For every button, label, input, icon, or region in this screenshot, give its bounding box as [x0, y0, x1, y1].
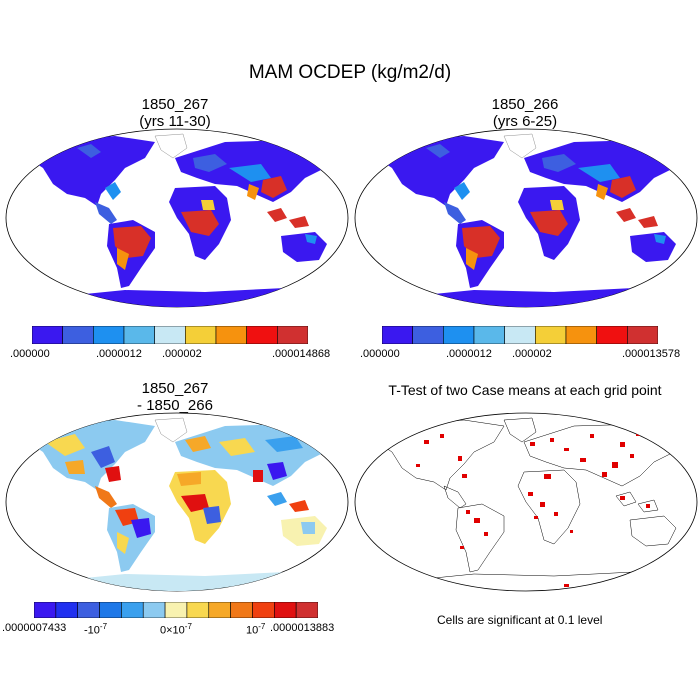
panel2-title-line1: 1850_266 [491, 96, 559, 113]
cb3-label-min: .0000007433 [2, 622, 67, 634]
colorbar-2-swatch-3 [473, 326, 505, 344]
cb1-label-1: .0000012 [96, 348, 142, 360]
panel3-title-line2: - 1850_266 [137, 397, 213, 414]
map3-svg [5, 412, 349, 592]
colorbar-2-swatch-0 [382, 326, 413, 344]
cb2-label-0: .000000 [360, 348, 400, 360]
map1-svg [5, 128, 349, 308]
map3-land [25, 417, 335, 591]
colorbar-1-swatch-0 [32, 326, 63, 344]
significance-note: Cells are significant at 0.1 level [437, 613, 603, 627]
colorbar-1-swatch-3 [123, 326, 155, 344]
cb3-label-neg: -10-7 [84, 622, 107, 637]
cb3-label-neg-base: -10 [84, 624, 100, 637]
colorbar-1-swatch-6 [215, 326, 247, 344]
colorbar-2-swatch-4 [504, 326, 536, 344]
colorbar-1-swatch-5 [185, 326, 217, 344]
colorbar-3-swatch-4 [121, 602, 144, 618]
cb1-label-0: .000000 [10, 348, 50, 360]
colorbar-1-swatch-1 [62, 326, 94, 344]
cb2-label-1: .0000012 [446, 348, 492, 360]
colorbar-2-svg [382, 326, 658, 344]
panel1-title-line2: (yrs 11-30) [139, 113, 211, 130]
colorbar-2-swatch-6 [565, 326, 597, 344]
colorbar-2-swatch-1 [412, 326, 444, 344]
colorbar-2 [382, 326, 658, 344]
colorbar-1 [32, 326, 308, 344]
panel3-title-line1: 1850_267 [141, 380, 209, 397]
colorbar-3-swatch-6 [164, 602, 188, 618]
colorbar-1-swatch-2 [93, 326, 125, 344]
cb3-label-max: .0000013883 [270, 622, 335, 634]
colorbar-3-swatch-11 [274, 602, 297, 618]
map4-significant-cells [416, 432, 650, 587]
colorbar-3-swatch-2 [77, 602, 100, 618]
colorbar-3-swatch-7 [186, 602, 210, 618]
panel3-title: 1850_267 - 1850_266 [65, 380, 285, 414]
cb2-label-2: .000002 [512, 348, 552, 360]
figure-title: MAM OCDEP (kg/m2/d) [248, 62, 452, 83]
map-1850-267 [5, 128, 349, 308]
panel2-title-line2: (yrs 6-25) [492, 113, 558, 130]
cb2-label-3: .000013578 [622, 348, 681, 360]
colorbar-3-swatch-12 [295, 602, 318, 618]
map-ttest [354, 412, 698, 592]
colorbar-1-swatch-8 [277, 326, 308, 344]
colorbar-1-swatch-7 [246, 326, 278, 344]
colorbar-3-swatch-9 [230, 602, 253, 618]
colorbar-3-swatch-5 [142, 602, 166, 618]
colorbar-3-swatch-1 [55, 602, 79, 618]
map-1850-266 [354, 128, 698, 308]
colorbar-3 [34, 602, 318, 618]
cb1-label-3: .000014868 [272, 348, 331, 360]
map-difference [5, 412, 349, 592]
colorbar-1-swatch-4 [154, 326, 186, 344]
panel4-title: T-Test of two Case means at each grid po… [388, 382, 662, 398]
cb3-label-neg-exp: -7 [99, 622, 108, 631]
map4-svg [354, 412, 698, 592]
colorbar-2-swatch-7 [596, 326, 628, 344]
map2-svg [354, 128, 698, 308]
cb3-label-zero-base: 0×10 [160, 624, 185, 637]
panel1-title-line1: 1850_267 [141, 96, 209, 113]
cb1-label-2: .000002 [162, 348, 202, 360]
colorbar-3-swatch-3 [99, 602, 122, 618]
colorbar-3-swatch-10 [252, 602, 275, 618]
panel1-title: 1850_267 (yrs 11-30) [65, 96, 285, 130]
cb3-label-pos: 10-7 [246, 622, 265, 637]
colorbar-2-swatch-2 [443, 326, 475, 344]
cb3-label-zero: 0×10-7 [160, 622, 192, 637]
panel2-title: 1850_266 (yrs 6-25) [415, 96, 635, 130]
colorbar-3-svg [34, 602, 318, 618]
cb3-label-pos-base: 10 [246, 624, 259, 637]
cb3-label-pos-exp: -7 [258, 622, 266, 631]
colorbar-1-svg [32, 326, 308, 344]
colorbar-3-swatch-8 [208, 602, 231, 618]
colorbar-3-swatch-0 [34, 602, 57, 618]
cb3-label-zero-exp: -7 [184, 622, 192, 631]
colorbar-2-swatch-8 [627, 326, 658, 344]
colorbar-2-swatch-5 [535, 326, 567, 344]
